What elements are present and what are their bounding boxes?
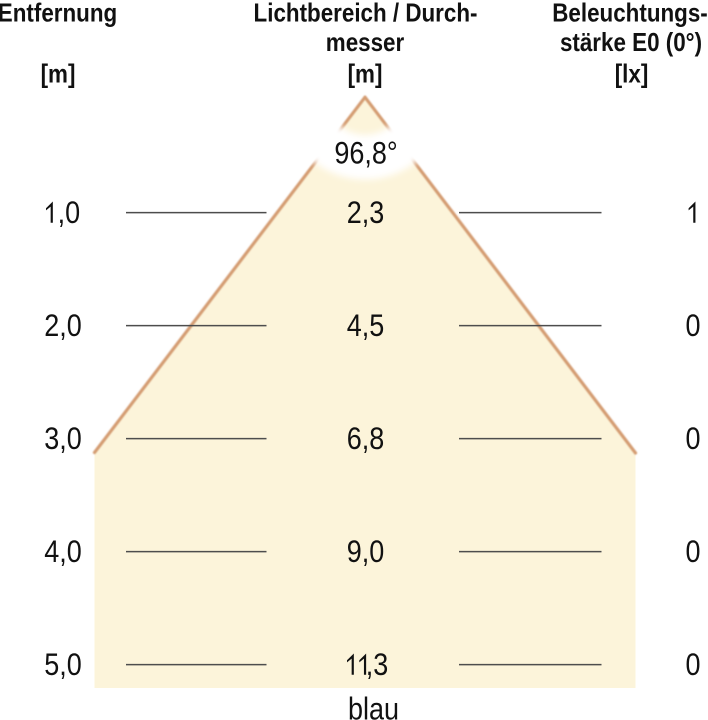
svg-text:2,0: 2,0 — [44, 309, 82, 343]
svg-text:[m]: [m] — [348, 60, 383, 89]
svg-text:96,8°: 96,8° — [334, 137, 397, 171]
svg-text:0: 0 — [685, 535, 700, 569]
svg-text:9,0: 9,0 — [347, 535, 385, 569]
svg-text:0: 0 — [685, 422, 700, 456]
svg-text:Lichtbereich / Durch-: Lichtbereich / Durch- — [254, 0, 478, 28]
svg-text:stärke E0 (0°): stärke E0 (0°) — [560, 29, 702, 58]
svg-text:,3: ,3 — [366, 648, 389, 682]
svg-text:Beleuchtungs-: Beleuchtungs- — [552, 0, 707, 28]
svg-text:messer: messer — [326, 29, 405, 58]
svg-text:0: 0 — [685, 648, 700, 682]
svg-text:4,0: 4,0 — [44, 535, 82, 569]
svg-text:2,3: 2,3 — [347, 196, 385, 230]
svg-text:blau: blau — [348, 693, 399, 720]
svg-text:4,5: 4,5 — [347, 309, 385, 343]
svg-text:,0: ,0 — [58, 196, 81, 230]
svg-text:Entfernung: Entfernung — [0, 0, 117, 28]
svg-text:6,8: 6,8 — [347, 422, 385, 456]
svg-text:0: 0 — [685, 309, 700, 343]
svg-text:5,0: 5,0 — [44, 648, 82, 682]
svg-text:[lx]: [lx] — [615, 60, 649, 89]
svg-text:3,0: 3,0 — [44, 422, 82, 456]
svg-text:[m]: [m] — [41, 60, 76, 89]
